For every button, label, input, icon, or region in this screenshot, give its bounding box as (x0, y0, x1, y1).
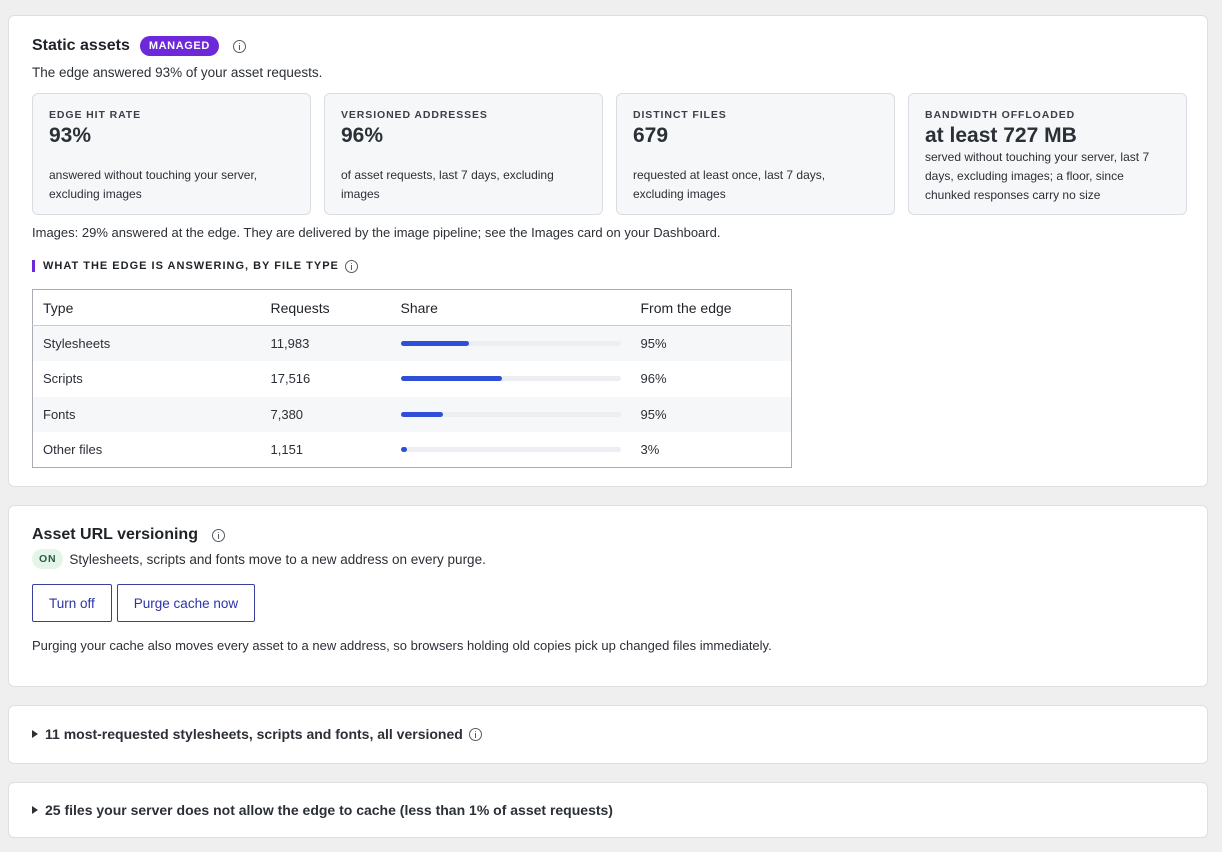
top-files-card: 11 most-requested stylesheets, scripts a… (8, 705, 1208, 764)
requests-cell: 1,151 (270, 442, 304, 457)
info-icon[interactable] (211, 528, 225, 542)
info-icon[interactable] (232, 39, 246, 53)
share-bar-track (400, 341, 621, 346)
share-bar (400, 341, 469, 346)
stat-label: VERSIONED ADDRESSES (341, 109, 488, 121)
purge-note: Purging your cache also moves every asse… (32, 638, 772, 653)
card-title: Static assets (32, 37, 130, 54)
share-cell (391, 432, 631, 468)
table-row: Fonts 7,380 95% (32, 396, 792, 432)
stat-value: 93% (49, 124, 92, 147)
edge-cell: 96% (640, 371, 667, 387)
stat-value: 96% (341, 124, 384, 147)
on-badge: ON (32, 549, 64, 569)
share-cell (390, 325, 631, 361)
stat-label: BANDWIDTH OFFLOADED (925, 109, 1076, 121)
stat-versioned-addresses: VERSIONED ADDRESSES 96% of asset request… (324, 93, 603, 215)
table-row: Scripts 17,516 96% (33, 361, 792, 397)
type-cell: Scripts (43, 371, 83, 387)
column-header: From the edge (630, 289, 792, 326)
versioning-header: Asset URL versioning (32, 526, 225, 544)
edge-cell: 95% (630, 325, 792, 361)
info-icon[interactable] (344, 259, 358, 273)
section-heading-text: WHAT THE EDGE IS ANSWERING, BY FILE TYPE (43, 260, 339, 272)
stat-desc: answered without touching your server, e… (49, 168, 258, 201)
static-assets-card: Static assets MANAGED The edge answered … (8, 15, 1208, 487)
stat-desc: served without touching your server, las… (925, 150, 1150, 202)
versioning-actions: Turn off Purge cache now (32, 584, 256, 622)
requests-cell: 11,983 (260, 325, 391, 361)
static-assets-header: Static assets MANAGED (32, 36, 246, 56)
stat-label: EDGE HIT RATE (49, 109, 142, 121)
share-bar (400, 376, 502, 382)
share-bar-track (400, 411, 621, 417)
stat-desc: requested at least once, last 7 days, ex… (633, 168, 826, 201)
share-cell (390, 396, 631, 432)
stat-distinct-files: DISTINCT FILES 679 requested at least on… (616, 93, 895, 215)
disclosure-triangle-icon (32, 806, 38, 814)
table-row: Stylesheets 11,983 95% (32, 325, 792, 361)
file-type-table: Type Requests Share From the edge Styles… (32, 289, 792, 468)
section-heading: WHAT THE EDGE IS ANSWERING, BY FILE TYPE (32, 259, 358, 273)
share-bar (400, 411, 444, 417)
stat-value: at least 727 MB (925, 124, 1077, 147)
asset-url-versioning-card: Asset URL versioning ON Stylesheets, scr… (8, 505, 1208, 687)
info-icon[interactable] (468, 727, 482, 741)
stat-edge-hit-rate: EDGE HIT RATE 93% answered without touch… (32, 93, 311, 215)
turn-off-button[interactable]: Turn off (32, 584, 112, 622)
type-cell: Stylesheets (32, 325, 261, 361)
share-cell (391, 361, 631, 397)
disclosure-label: 11 most-requested stylesheets, scripts a… (45, 726, 463, 742)
column-header: Requests (260, 289, 391, 326)
requests-cell: 17,516 (270, 371, 311, 387)
images-note: Images: 29% answered at the edge. They a… (32, 225, 721, 240)
table-row: Other files 1,151 3% (33, 432, 792, 468)
stat-tiles: EDGE HIT RATE 93% answered without touch… (32, 93, 1187, 215)
versioning-status: ON Stylesheets, scripts and fonts move t… (32, 549, 486, 569)
type-cell: Other files (43, 442, 103, 457)
column-header: Share (390, 289, 631, 326)
stat-value: 679 (633, 124, 669, 147)
share-bar-track (400, 447, 621, 452)
uncached-files-disclosure[interactable]: 25 files your server does not allow the … (32, 802, 613, 818)
top-files-disclosure[interactable]: 11 most-requested stylesheets, scripts a… (32, 726, 482, 742)
static-assets-subtitle: The edge answered 93% of your asset requ… (32, 65, 323, 80)
table-header-row: Type Requests Share From the edge (32, 289, 792, 326)
status-text: Stylesheets, scripts and fonts move to a… (69, 551, 486, 567)
column-header: Type (32, 289, 261, 326)
managed-badge: MANAGED (139, 36, 219, 56)
disclosure-triangle-icon (32, 730, 38, 738)
uncached-files-card: 25 files your server does not allow the … (8, 782, 1208, 838)
stat-bandwidth-offloaded: BANDWIDTH OFFLOADED at least 727 MB serv… (908, 93, 1187, 215)
stat-label: DISTINCT FILES (633, 109, 727, 121)
stat-desc: of asset requests, last 7 days, excludin… (341, 168, 554, 201)
purge-cache-button[interactable]: Purge cache now (116, 584, 256, 622)
card-title: Asset URL versioning (32, 526, 198, 543)
share-bar-track (400, 376, 621, 382)
edge-cell: 95% (630, 396, 792, 432)
share-bar (400, 447, 408, 452)
edge-cell: 3% (640, 442, 660, 457)
disclosure-label: 25 files your server does not allow the … (45, 802, 613, 818)
requests-cell: 7,380 (260, 396, 391, 432)
type-cell: Fonts (32, 396, 261, 432)
